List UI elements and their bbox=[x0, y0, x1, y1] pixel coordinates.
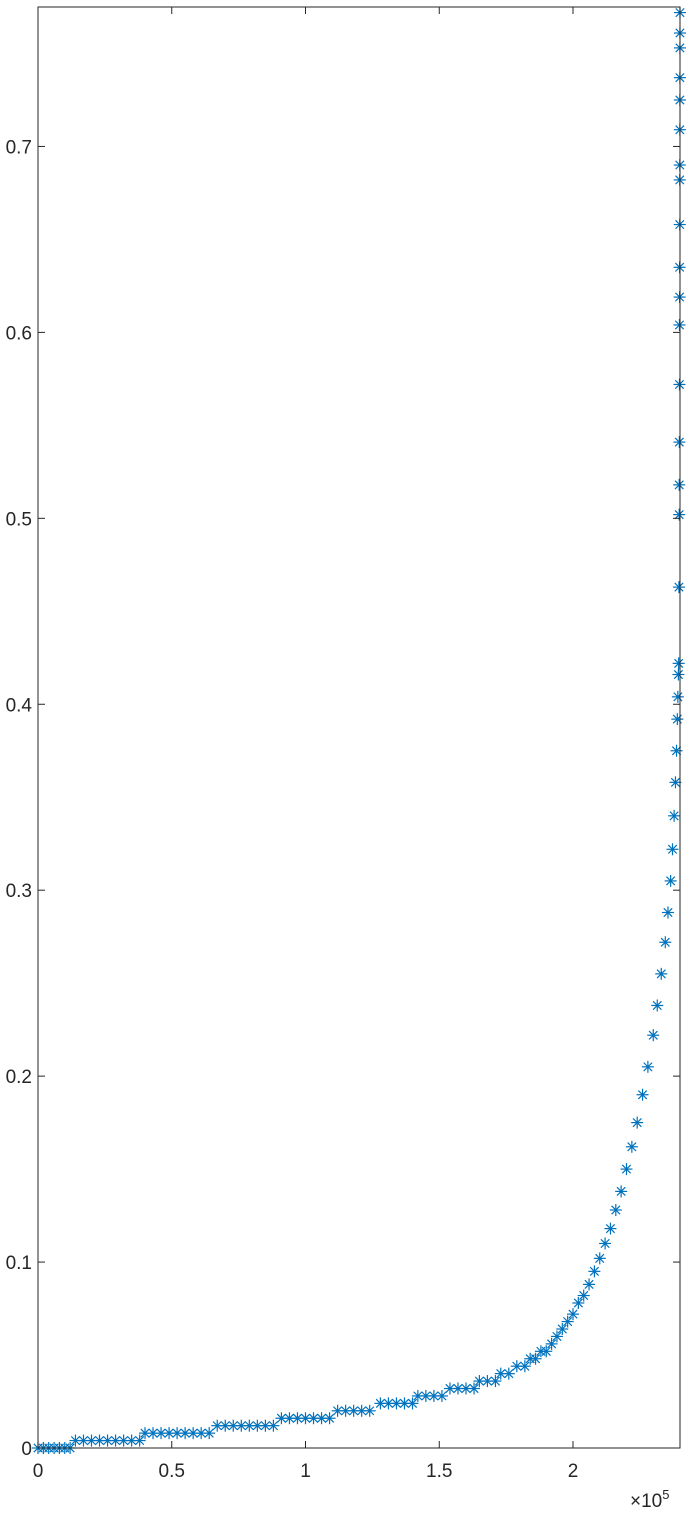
x-tick-label: 0.5 bbox=[159, 1461, 185, 1482]
data-point bbox=[672, 668, 685, 681]
data-point bbox=[670, 744, 683, 757]
data-point bbox=[673, 436, 686, 449]
data-point bbox=[672, 581, 685, 594]
data-point bbox=[647, 1029, 660, 1042]
data-point bbox=[561, 1315, 574, 1328]
data-point bbox=[251, 1419, 264, 1432]
data-point bbox=[625, 1140, 638, 1153]
data-point bbox=[669, 776, 682, 789]
data-point bbox=[672, 657, 685, 670]
data-point bbox=[673, 318, 686, 331]
data-point bbox=[671, 713, 684, 726]
data-point bbox=[655, 967, 668, 980]
data-point bbox=[641, 1060, 654, 1073]
y-tick-label: 0.1 bbox=[6, 1253, 32, 1274]
data-point bbox=[323, 1412, 336, 1425]
data-point bbox=[406, 1397, 419, 1410]
data-point bbox=[604, 1222, 617, 1235]
data-point bbox=[673, 378, 686, 391]
markers-layer bbox=[32, 6, 686, 1454]
x-tick-label: 1 bbox=[300, 1461, 311, 1482]
data-point bbox=[668, 809, 681, 822]
data-point bbox=[518, 1360, 531, 1373]
data-point bbox=[577, 1289, 590, 1302]
data-point bbox=[671, 690, 684, 703]
x-tick-label: 2 bbox=[568, 1461, 579, 1482]
data-point bbox=[620, 1163, 633, 1176]
data-point bbox=[363, 1404, 376, 1417]
data-point bbox=[502, 1367, 515, 1380]
data-point bbox=[109, 1434, 122, 1447]
data-point bbox=[435, 1389, 448, 1402]
x-axis-exponent-base: ×10 bbox=[630, 1491, 662, 1512]
data-point bbox=[664, 874, 677, 887]
data-point bbox=[583, 1278, 596, 1291]
data-point bbox=[529, 1352, 542, 1365]
data-point bbox=[481, 1375, 494, 1388]
y-tick-label: 0.2 bbox=[6, 1067, 32, 1088]
y-tick-label: 0 bbox=[21, 1439, 32, 1460]
data-point bbox=[659, 936, 672, 949]
data-point bbox=[556, 1323, 569, 1336]
data-point bbox=[398, 1397, 411, 1410]
y-tick-label: 0.5 bbox=[6, 509, 32, 530]
data-point bbox=[588, 1265, 601, 1278]
data-point bbox=[609, 1204, 622, 1217]
data-point bbox=[540, 1345, 553, 1358]
y-tick-label: 0.4 bbox=[6, 695, 33, 716]
x-axis: 0 0.5 1 1.5 2 bbox=[33, 7, 579, 1482]
data-point bbox=[489, 1375, 502, 1388]
x-axis-exponent-power: 5 bbox=[662, 1487, 669, 1502]
y-tick-label: 0.7 bbox=[6, 137, 32, 158]
data-point bbox=[267, 1419, 280, 1432]
x-axis-exponent: ×105 bbox=[630, 1487, 669, 1512]
data-point bbox=[339, 1404, 352, 1417]
data-point bbox=[572, 1296, 585, 1309]
data-point bbox=[545, 1337, 558, 1350]
y-tick-label: 0.3 bbox=[6, 881, 32, 902]
data-point bbox=[615, 1185, 628, 1198]
y-axis: 0 0.1 0.2 0.3 0.4 0.5 0.6 0.7 bbox=[6, 137, 680, 1460]
data-point bbox=[133, 1434, 146, 1447]
axes-box bbox=[37, 6, 681, 1449]
data-point bbox=[211, 1419, 224, 1432]
y-tick-label: 0.6 bbox=[6, 323, 32, 344]
data-point bbox=[599, 1237, 612, 1250]
data-point bbox=[567, 1308, 579, 1321]
data-point bbox=[390, 1397, 403, 1410]
data-point bbox=[468, 1382, 481, 1395]
data-point bbox=[661, 906, 674, 919]
data-point bbox=[243, 1419, 256, 1432]
data-point bbox=[85, 1434, 98, 1447]
data-point bbox=[593, 1252, 606, 1265]
data-point bbox=[631, 1116, 644, 1129]
data-point bbox=[382, 1397, 395, 1410]
data-point bbox=[666, 843, 679, 856]
x-tick-label: 0 bbox=[33, 1461, 44, 1482]
data-point bbox=[673, 478, 686, 491]
x-tick-label: 1.5 bbox=[426, 1461, 452, 1482]
data-point bbox=[651, 999, 664, 1012]
data-point bbox=[203, 1427, 216, 1440]
data-point bbox=[550, 1330, 563, 1343]
data-point bbox=[636, 1088, 649, 1101]
